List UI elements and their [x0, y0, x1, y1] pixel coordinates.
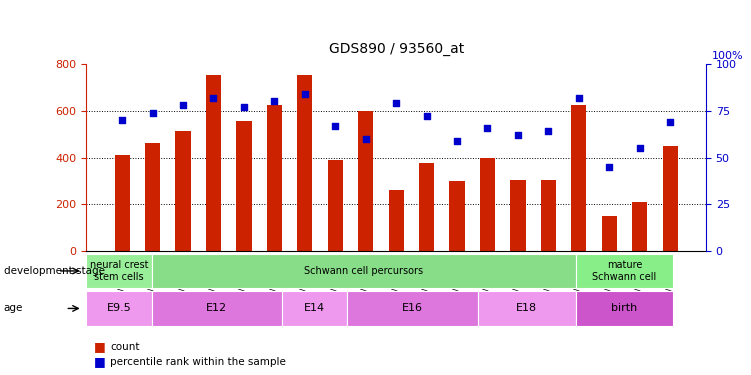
Bar: [511, 180, 526, 251]
Point: [329, 123, 341, 129]
Text: development stage: development stage: [4, 266, 104, 276]
Point: [238, 104, 250, 110]
Point: [542, 128, 554, 134]
Bar: [267, 105, 282, 251]
Bar: [575, 291, 674, 326]
Text: percentile rank within the sample: percentile rank within the sample: [110, 357, 286, 367]
Point: [116, 117, 128, 123]
Bar: [480, 158, 495, 251]
Bar: [86, 291, 152, 326]
Bar: [176, 130, 191, 251]
Bar: [449, 181, 465, 251]
Bar: [602, 216, 617, 251]
Point: [299, 91, 311, 97]
Point: [451, 138, 463, 144]
Bar: [358, 111, 373, 251]
Text: E9.5: E9.5: [107, 303, 131, 313]
Bar: [572, 105, 587, 251]
Bar: [541, 180, 556, 251]
Point: [421, 113, 433, 119]
Bar: [478, 291, 575, 326]
Point: [360, 136, 372, 142]
Point: [146, 110, 158, 116]
Text: count: count: [110, 342, 140, 352]
Bar: [152, 291, 282, 326]
Point: [207, 94, 219, 100]
Bar: [206, 75, 221, 251]
Text: ■: ■: [94, 356, 106, 368]
Bar: [419, 164, 434, 251]
Text: GDS890 / 93560_at: GDS890 / 93560_at: [328, 42, 464, 56]
Text: age: age: [4, 303, 23, 313]
Bar: [388, 190, 404, 251]
Text: E16: E16: [402, 303, 423, 313]
Point: [512, 132, 524, 138]
Point: [603, 164, 615, 170]
Bar: [86, 254, 152, 288]
Point: [634, 145, 646, 151]
Point: [573, 94, 585, 100]
Text: E14: E14: [304, 303, 325, 313]
Text: E18: E18: [516, 303, 537, 313]
Bar: [297, 75, 312, 251]
Point: [268, 98, 280, 104]
Point: [177, 102, 189, 108]
Bar: [575, 254, 674, 288]
Bar: [327, 160, 343, 251]
Bar: [152, 254, 575, 288]
Bar: [632, 202, 647, 251]
Bar: [662, 146, 677, 251]
Text: E12: E12: [207, 303, 228, 313]
Text: neural crest
stem cells: neural crest stem cells: [89, 260, 148, 282]
Text: 100%: 100%: [711, 51, 743, 61]
Bar: [145, 144, 160, 251]
Point: [664, 119, 676, 125]
Text: ■: ■: [94, 340, 106, 353]
Point: [481, 124, 493, 130]
Bar: [237, 121, 252, 251]
Bar: [282, 291, 347, 326]
Point: [391, 100, 403, 106]
Bar: [115, 155, 130, 251]
Bar: [347, 291, 478, 326]
Text: Schwann cell percursors: Schwann cell percursors: [304, 266, 423, 276]
Text: birth: birth: [611, 303, 638, 313]
Text: mature
Schwann cell: mature Schwann cell: [593, 260, 656, 282]
